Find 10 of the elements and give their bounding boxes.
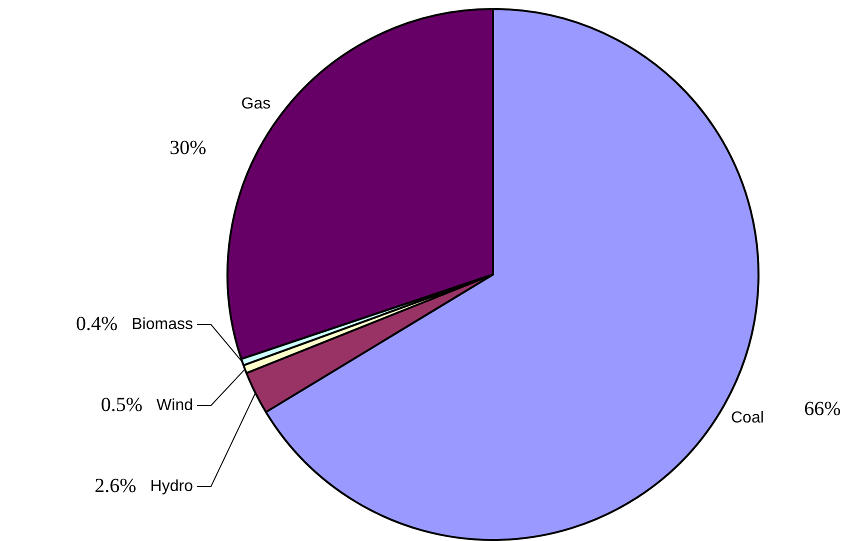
slice-label: Biomass: [132, 316, 193, 333]
data-label: 0.4%: [76, 312, 118, 335]
slice-label: Gas: [241, 95, 271, 112]
data-label: 0.5%: [100, 394, 143, 416]
slice-label: Wind: [156, 396, 193, 414]
data-label: 30%: [170, 137, 206, 160]
data-label: 2.6%: [94, 474, 136, 497]
slice-label: Coal: [730, 409, 764, 426]
data-label: 66%: [804, 398, 841, 420]
slice-label: Hydro: [150, 478, 194, 495]
